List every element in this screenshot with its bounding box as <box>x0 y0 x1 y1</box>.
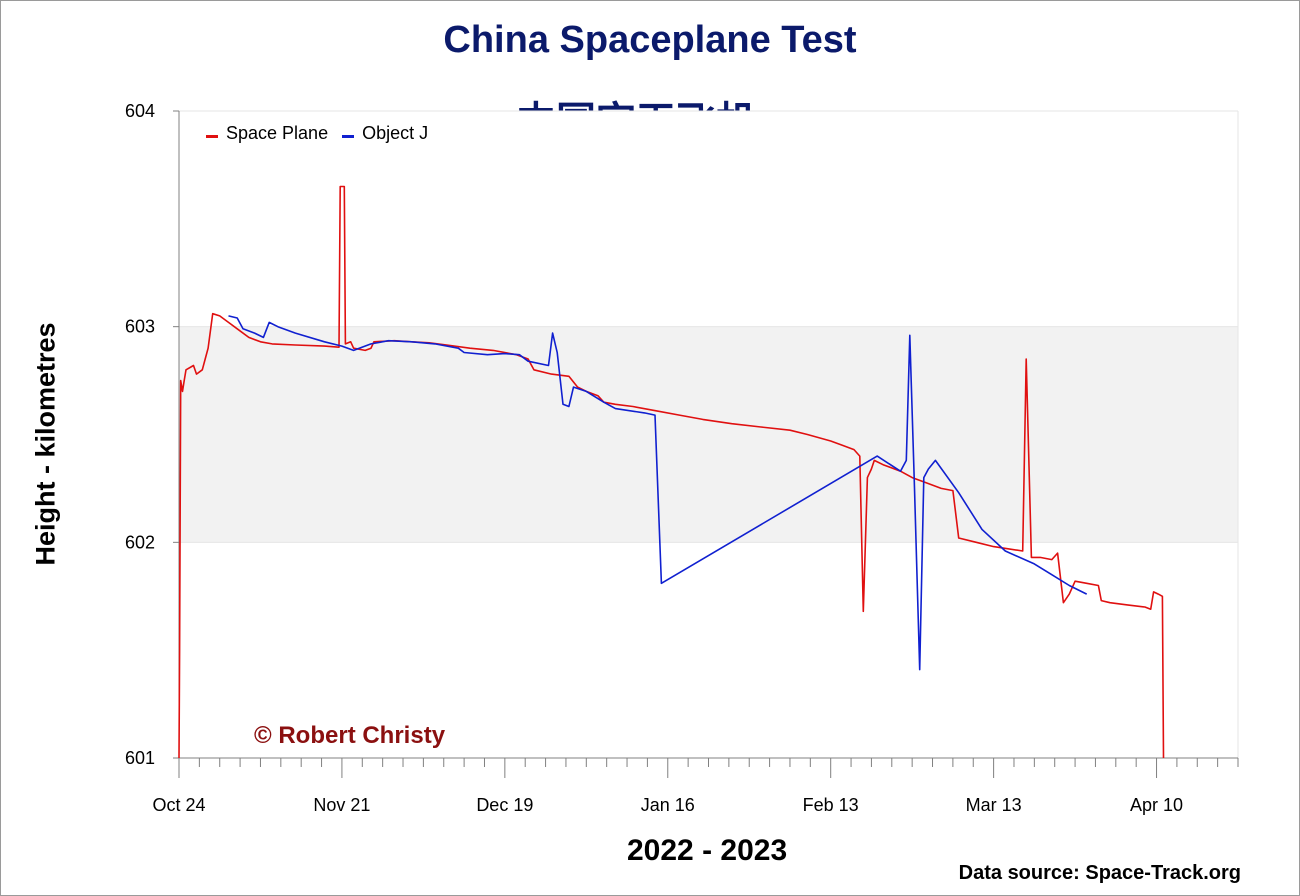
legend-swatch-space-plane <box>206 135 218 138</box>
series-line-space-plane <box>178 185 1165 759</box>
y-tick-label-602: 602 <box>125 532 155 552</box>
x-tick-label-apr-10: Apr 10 <box>1130 795 1183 815</box>
data-source-note: Data source: Space-Track.org <box>958 862 1241 884</box>
x-tick-label-jan-16: Jan 16 <box>641 795 695 815</box>
legend-swatch-object-j <box>342 135 355 138</box>
chart-legend: Space Plane Object J <box>206 123 428 144</box>
x-axis-label: 2022 - 2023 <box>627 834 788 867</box>
y-tick-label-604: 604 <box>125 101 155 121</box>
legend-label-space-plane: Space Plane <box>226 123 329 143</box>
y-tick-label-603: 603 <box>125 317 155 337</box>
x-tick-label-dec-19: Dec 19 <box>476 795 533 815</box>
legend-label-object-j: Object J <box>362 123 429 143</box>
legend-item-object-j: Object J <box>342 123 428 144</box>
copyright-note: © Robert Christy <box>254 722 446 749</box>
series-line-object-j <box>228 315 1088 671</box>
x-tick-label-nov-21: Nov 21 <box>313 795 370 815</box>
shaded-band <box>179 326 1238 543</box>
y-tick-label-601: 601 <box>125 748 155 768</box>
x-tick-label-mar-13: Mar 13 <box>966 795 1022 815</box>
x-tick-label-oct-24: Oct 24 <box>152 795 205 815</box>
y-axis-label: Height - kilometres <box>30 322 61 566</box>
legend-item-space-plane: Space Plane <box>206 123 328 144</box>
x-tick-label-feb-13: Feb 13 <box>803 795 859 815</box>
chart-title: China Spaceplane Test <box>443 19 857 61</box>
